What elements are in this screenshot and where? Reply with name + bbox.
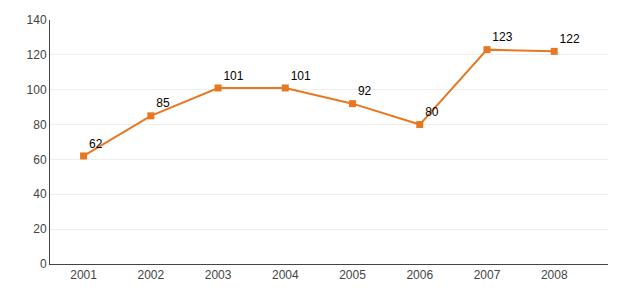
svg-text:92: 92 bbox=[358, 84, 372, 98]
svg-text:0: 0 bbox=[40, 257, 47, 271]
svg-text:140: 140 bbox=[27, 13, 47, 27]
svg-text:80: 80 bbox=[33, 118, 47, 132]
svg-text:100: 100 bbox=[27, 83, 47, 97]
svg-text:101: 101 bbox=[291, 69, 311, 83]
svg-text:62: 62 bbox=[89, 137, 103, 151]
svg-text:2004: 2004 bbox=[272, 268, 299, 282]
svg-text:40: 40 bbox=[33, 187, 47, 201]
svg-text:123: 123 bbox=[492, 30, 512, 44]
svg-text:60: 60 bbox=[33, 153, 47, 167]
svg-text:2007: 2007 bbox=[474, 268, 501, 282]
svg-text:2001: 2001 bbox=[70, 268, 97, 282]
svg-text:20: 20 bbox=[33, 222, 47, 236]
svg-text:2003: 2003 bbox=[205, 268, 232, 282]
svg-text:122: 122 bbox=[560, 32, 580, 46]
svg-text:80: 80 bbox=[425, 105, 439, 119]
svg-text:120: 120 bbox=[27, 48, 47, 62]
svg-text:85: 85 bbox=[156, 96, 170, 110]
svg-text:2006: 2006 bbox=[406, 268, 433, 282]
svg-text:101: 101 bbox=[223, 69, 243, 83]
svg-text:2005: 2005 bbox=[339, 268, 366, 282]
svg-text:2008: 2008 bbox=[541, 268, 568, 282]
svg-text:2002: 2002 bbox=[137, 268, 164, 282]
